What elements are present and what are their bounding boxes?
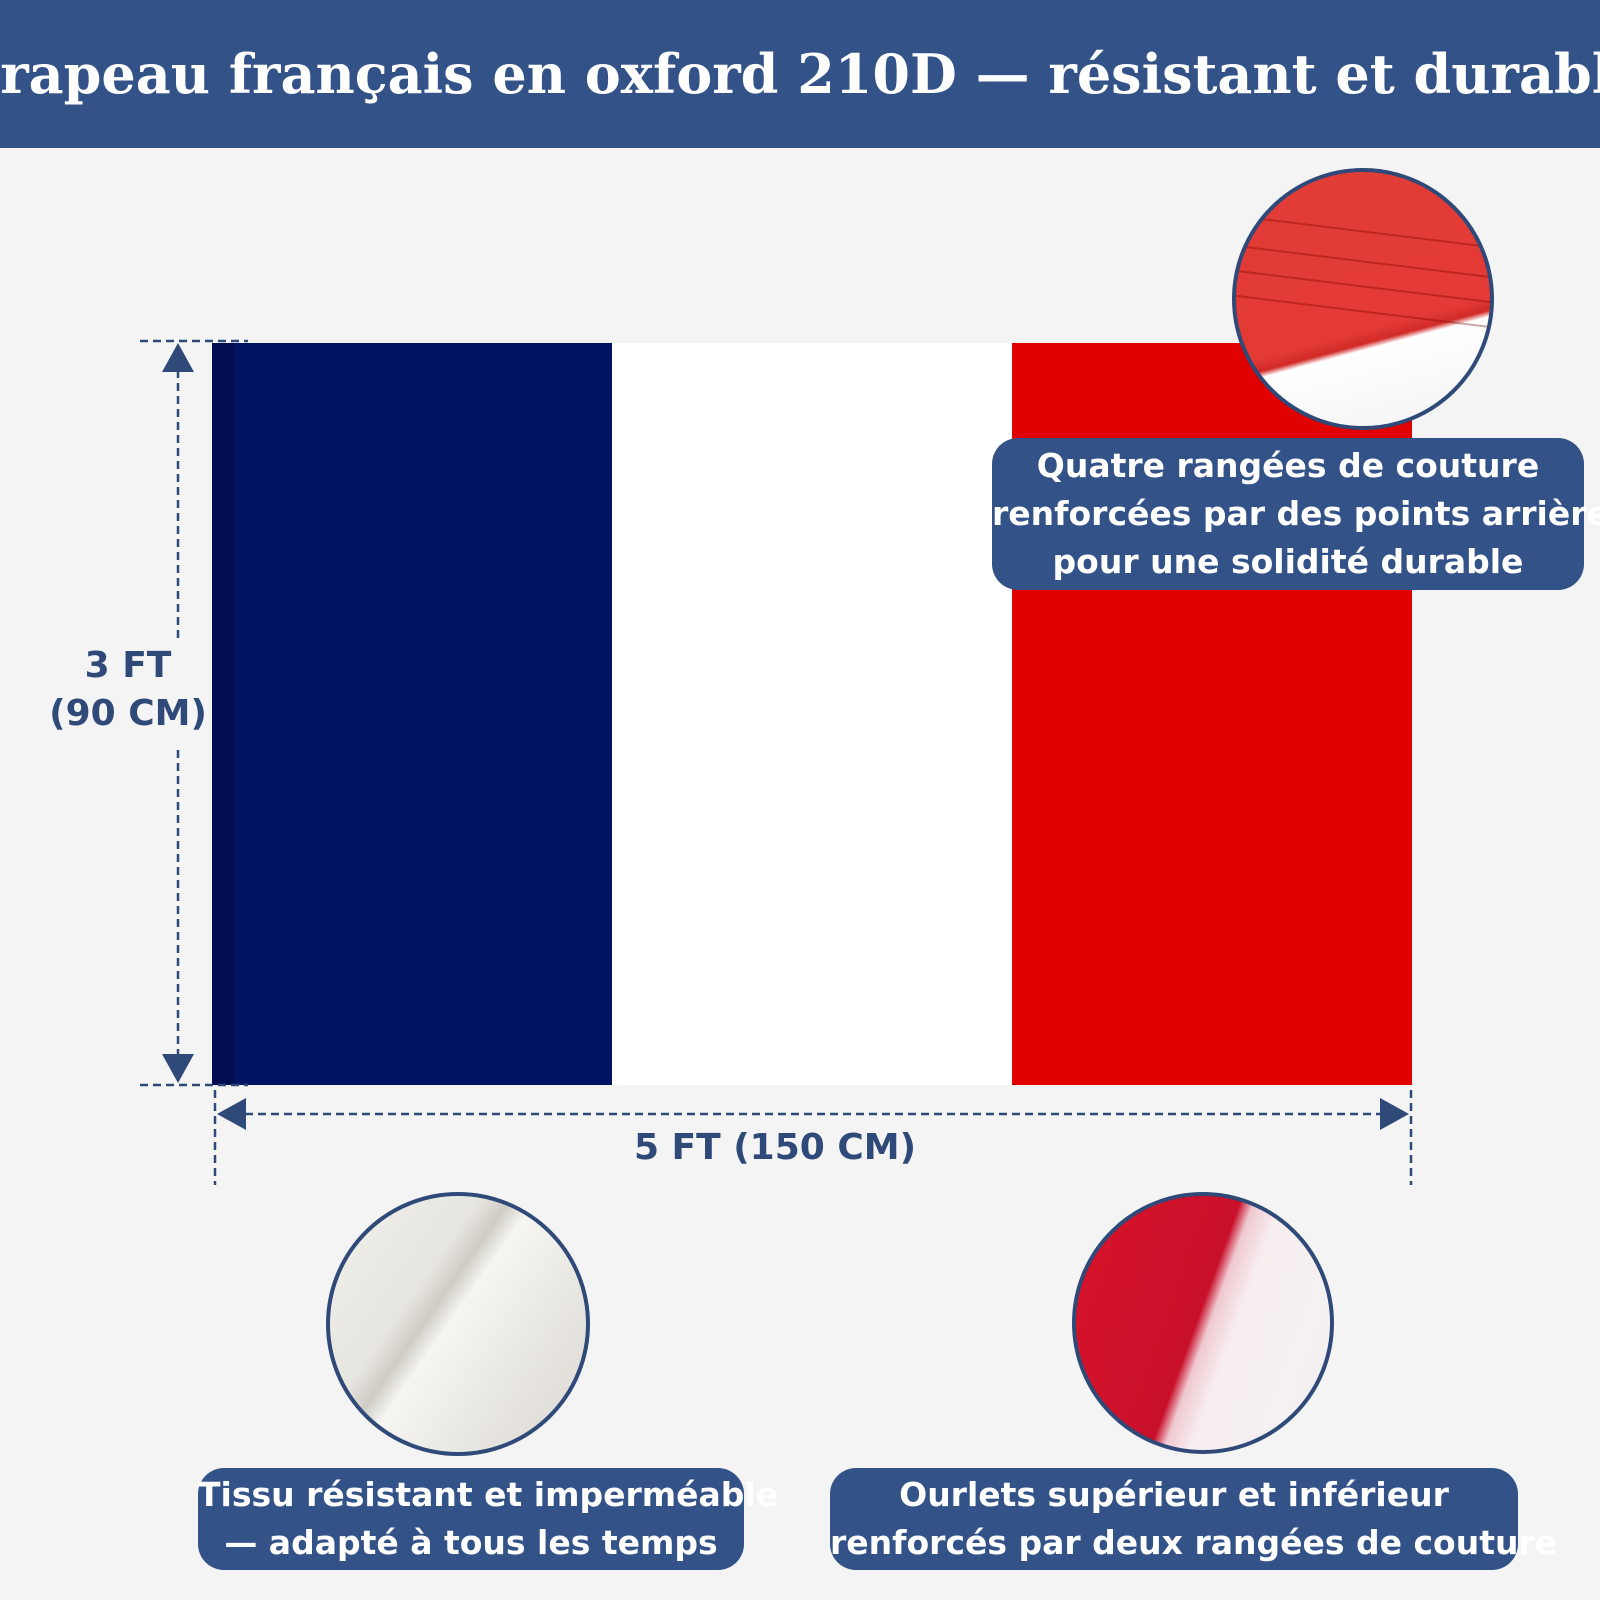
stitch-row <box>1236 268 1490 308</box>
hem-detail-image <box>1072 1192 1334 1454</box>
caption-line: Tissu résistant et imperméable <box>198 1475 779 1514</box>
width-label: 5 FT (150 CM) <box>600 1124 950 1172</box>
caption-line: Quatre rangées de couture <box>1036 446 1540 485</box>
height-arrow-up-icon <box>162 343 194 372</box>
stitching-detail-image <box>1232 168 1494 430</box>
stitch-row <box>1236 293 1490 333</box>
width-arrow-left-icon <box>217 1098 246 1130</box>
hems-caption: Ourlets supérieur et inférieur renforcés… <box>830 1468 1558 1570</box>
height-label: 3 FT (90 CM) <box>44 642 212 738</box>
header-banner: Drapeau français en oxford 210D — résist… <box>0 0 1600 148</box>
flag-stripe-blue <box>212 343 612 1085</box>
stitch-row <box>1236 243 1490 283</box>
caption-line: renforcées par des points arrière <box>992 494 1600 533</box>
height-label-ft: 3 FT <box>84 645 172 686</box>
page-title: Drapeau français en oxford 210D — résist… <box>0 42 1600 106</box>
caption-line: renforcés par deux rangées de couture <box>830 1523 1558 1562</box>
height-arrow-down-icon <box>162 1054 194 1083</box>
fabric-detail-image <box>326 1192 590 1456</box>
caption-line: — adapté à tous les temps <box>224 1523 718 1562</box>
width-arrow-right-icon <box>1380 1098 1409 1130</box>
caption-line: Ourlets supérieur et inférieur <box>899 1475 1449 1514</box>
stitching-caption: Quatre rangées de couture renforcées par… <box>992 438 1600 590</box>
caption-line: pour une solidité durable <box>1052 542 1524 581</box>
stitch-row <box>1236 213 1490 253</box>
fabric-caption: Tissu résistant et imperméable — adapté … <box>198 1468 779 1570</box>
height-label-cm: (90 CM) <box>49 693 207 734</box>
flag-stripe-white <box>612 343 1012 1085</box>
